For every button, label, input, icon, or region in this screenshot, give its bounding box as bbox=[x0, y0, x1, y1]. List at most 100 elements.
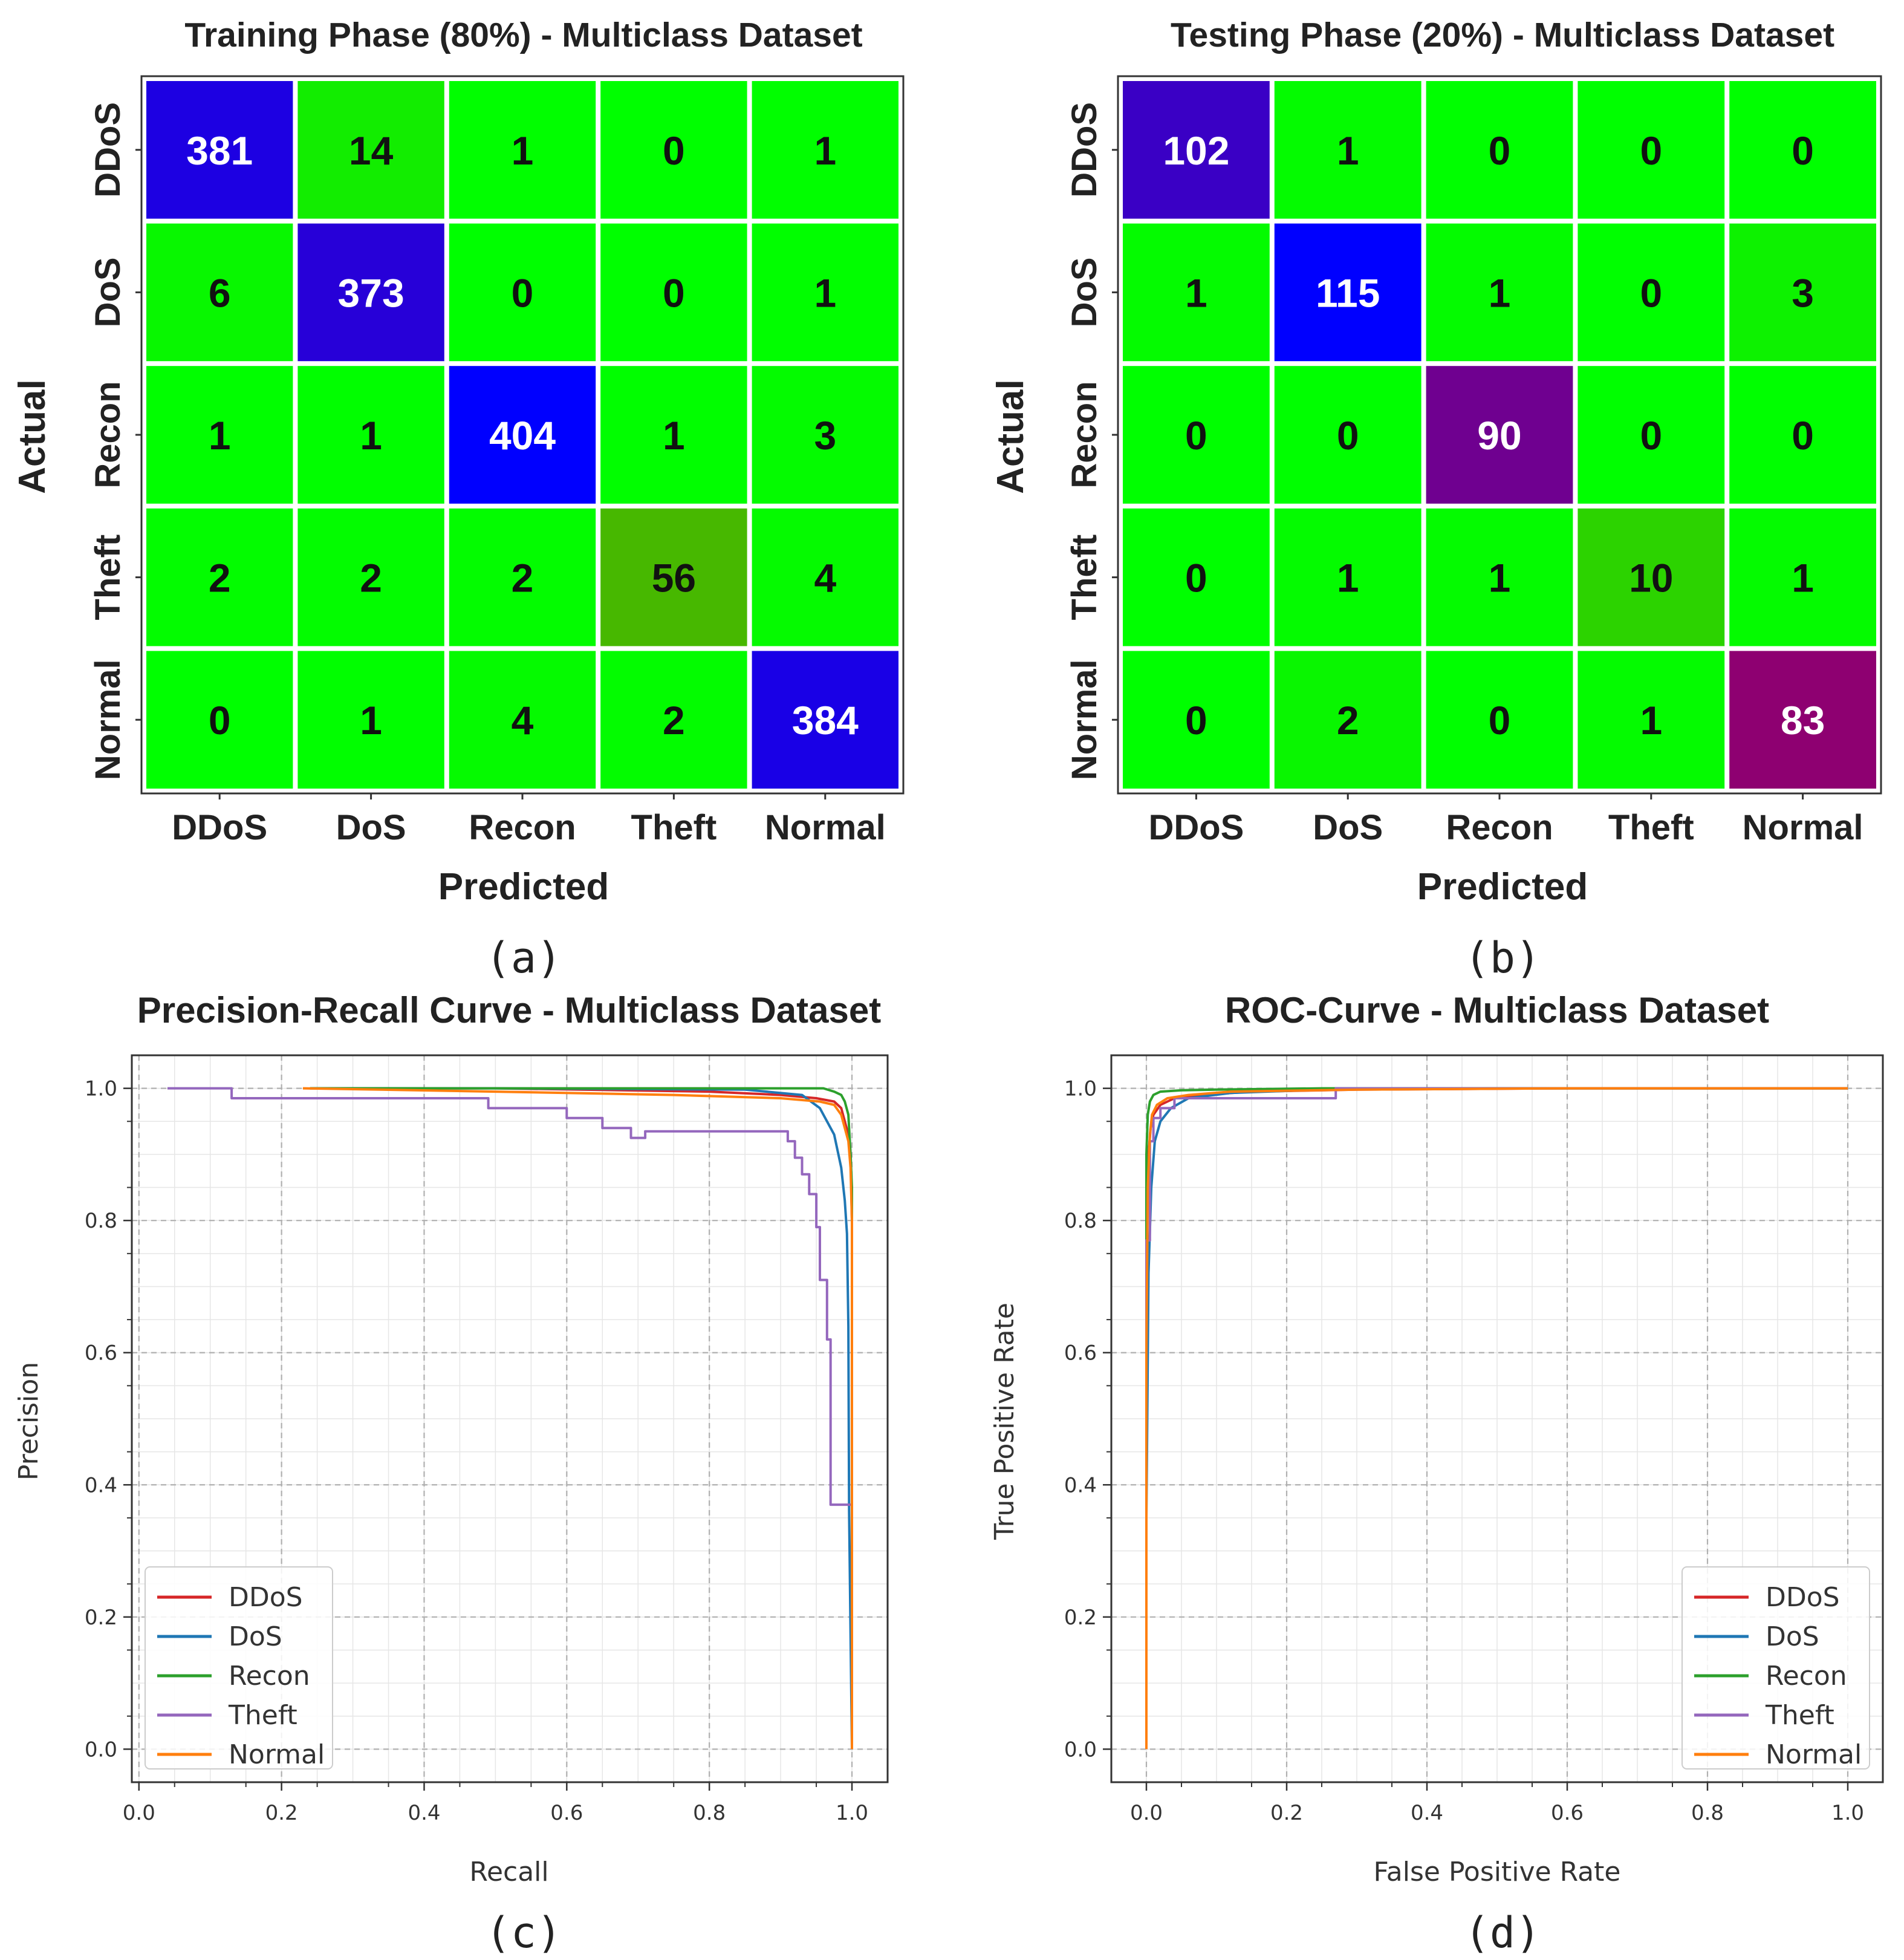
panel-label-a: (a) bbox=[486, 933, 562, 983]
cm-value-label: 1 bbox=[512, 128, 534, 173]
cm-y-tick-label: DDoS bbox=[88, 102, 128, 198]
cm-cell-dos-recon bbox=[1426, 223, 1573, 362]
cm-value-label: 4 bbox=[814, 556, 836, 601]
legend-entry-theft: Theft bbox=[228, 1700, 297, 1731]
cm-value-label: 102 bbox=[1163, 128, 1229, 173]
roc-xlabel: False Positive Rate bbox=[1374, 1857, 1621, 1887]
pr-frame bbox=[131, 1054, 889, 1783]
cm-cell-ddos-theft bbox=[1577, 81, 1725, 219]
legend-entry-recon: Recon bbox=[1766, 1661, 1847, 1691]
cm-value-label: 1 bbox=[814, 270, 836, 315]
cm-y-tick-label: DoS bbox=[88, 257, 128, 327]
cm-value-label: 83 bbox=[1781, 698, 1825, 743]
legend-entry-normal: Normal bbox=[1766, 1739, 1862, 1770]
cm-cell-ddos-theft bbox=[600, 81, 747, 219]
pr-title: Precision-Recall Curve - Multiclass Data… bbox=[137, 990, 881, 1030]
x-tick-label: 0.2 bbox=[265, 1801, 298, 1825]
cm-x-tick-label: Theft bbox=[631, 808, 717, 847]
cm-x-tick-label: DDoS bbox=[1148, 808, 1244, 847]
cm-cell-normal-theft bbox=[600, 651, 747, 789]
pr-tick-labels: 0.0 0.2 0.4 0.6 0.8 1.0 0.0 0.2 0.4 0.6 0.8 1.0 bbox=[85, 1077, 868, 1825]
x-tick-label: 0.8 bbox=[693, 1801, 726, 1825]
cm-test-class-labels: DDoS DoS Recon Theft Normal DDoS DoS Recon Theft… bbox=[1065, 102, 1863, 847]
legend-entry-ddos: DDoS bbox=[229, 1582, 303, 1613]
cm-cell-recon-theft bbox=[1577, 366, 1725, 504]
pr-ylabel: Precision bbox=[13, 1362, 44, 1480]
series-line-theft bbox=[1145, 1087, 1848, 1750]
cm-value-label: 0 bbox=[663, 128, 685, 173]
x-tick-label: 0.8 bbox=[1691, 1801, 1724, 1825]
cm-value-label: 115 bbox=[1316, 270, 1380, 315]
series-line-theft bbox=[167, 1087, 853, 1750]
cm-value-label: 3 bbox=[1792, 270, 1814, 315]
cm-cell-normal-ddos bbox=[1123, 651, 1270, 789]
cm-value-label: 90 bbox=[1477, 413, 1521, 458]
cm-value-label: 1 bbox=[1640, 698, 1662, 743]
cm-value-label: 0 bbox=[1337, 413, 1359, 458]
cm-y-tick-label: Theft bbox=[1065, 535, 1104, 620]
cm-train-ylabel: Actual bbox=[11, 379, 53, 493]
cm-cell-ddos-dos bbox=[1274, 81, 1422, 219]
cm-cell-dos-normal bbox=[752, 223, 898, 362]
cm-value-label: 0 bbox=[1185, 556, 1207, 601]
roc-frame bbox=[1110, 1054, 1884, 1783]
cm-test-xlabel: Predicted bbox=[1417, 866, 1588, 908]
cm-value-label: 1 bbox=[360, 413, 382, 458]
y-tick-label: 0.0 bbox=[85, 1737, 117, 1762]
pr-series-lines bbox=[167, 1087, 853, 1750]
cm-y-tick-label: DoS bbox=[1065, 257, 1104, 327]
cm-train-class-labels: DDoS DoS Recon Theft Normal DDoS DoS Recon Theft… bbox=[88, 102, 886, 847]
cm-cell-ddos-recon bbox=[449, 81, 596, 219]
cm-value-label: 1 bbox=[663, 413, 685, 458]
cm-value-label: 1 bbox=[1337, 556, 1359, 601]
cm-value-label: 0 bbox=[1185, 413, 1207, 458]
cm-value-label: 0 bbox=[1792, 128, 1814, 173]
cm-cell-recon-dos bbox=[1274, 366, 1422, 504]
cm-x-tick-label: DoS bbox=[336, 808, 406, 847]
cm-x-tick-label: DDoS bbox=[172, 808, 267, 847]
cm-value-label: 6 bbox=[209, 270, 231, 315]
y-tick-label: 0.8 bbox=[85, 1209, 117, 1233]
cm-value-label: 381 bbox=[186, 128, 253, 173]
cm-value-label: 0 bbox=[1792, 413, 1814, 458]
y-tick-label: 0.4 bbox=[85, 1473, 117, 1497]
x-tick-label: 1.0 bbox=[1831, 1801, 1864, 1825]
cm-cell-theft-normal bbox=[752, 508, 898, 646]
pr-legend: DDoS DoS Recon Theft Normal bbox=[145, 1566, 333, 1770]
roc-ylabel: True Positive Rate bbox=[989, 1303, 1020, 1540]
cm-cell-theft-recon bbox=[449, 508, 596, 646]
cm-y-tick-label: Theft bbox=[88, 535, 128, 620]
cm-cell-recon-normal bbox=[1729, 366, 1876, 504]
cm-value-label: 1 bbox=[1489, 270, 1511, 315]
cm-y-tick-label: Normal bbox=[88, 659, 128, 780]
panel-label-c: (c) bbox=[486, 1908, 562, 1958]
cm-y-tick-label: Normal bbox=[1065, 659, 1104, 780]
cm-value-label: 2 bbox=[1337, 698, 1359, 743]
cm-cell-recon-recon bbox=[449, 366, 596, 504]
y-tick-label: 0.6 bbox=[1064, 1341, 1097, 1366]
cm-cell-theft-theft bbox=[1577, 508, 1725, 646]
cm-cell-theft-dos bbox=[1274, 508, 1422, 646]
cm-cell-normal-normal bbox=[752, 651, 898, 789]
roc-title: ROC-Curve - Multiclass Dataset bbox=[1225, 990, 1769, 1030]
cm-test-cells: 102 1 0 0 01 115 1 0 30 0 90 0 00 1 1 10 10 2 0 1 83 bbox=[1117, 75, 1882, 795]
cm-cell-normal-recon bbox=[449, 651, 596, 789]
cm-cell-normal-dos bbox=[1274, 651, 1422, 789]
cm-value-label: 2 bbox=[663, 698, 685, 743]
cm-value-label: 1 bbox=[1489, 556, 1511, 601]
cm-value-label: 1 bbox=[1185, 270, 1207, 315]
series-line-normal bbox=[1145, 1087, 1848, 1750]
y-tick-label: 0.0 bbox=[1064, 1737, 1097, 1762]
cm-cell-theft-ddos bbox=[146, 508, 293, 646]
y-tick-label: 0.2 bbox=[1064, 1606, 1097, 1630]
x-tick-label: 1.0 bbox=[836, 1801, 868, 1825]
cm-cell-dos-recon bbox=[449, 223, 596, 362]
panel-label-d: (d) bbox=[1464, 1908, 1541, 1958]
cm-y-tick-label: Recon bbox=[1065, 381, 1104, 488]
cm-cell-dos-theft bbox=[1577, 223, 1725, 362]
cm-cell-ddos-ddos bbox=[1123, 81, 1270, 219]
y-tick-label: 1.0 bbox=[85, 1077, 117, 1101]
cm-x-tick-label: Theft bbox=[1608, 808, 1694, 847]
series-line-dos bbox=[310, 1087, 853, 1750]
